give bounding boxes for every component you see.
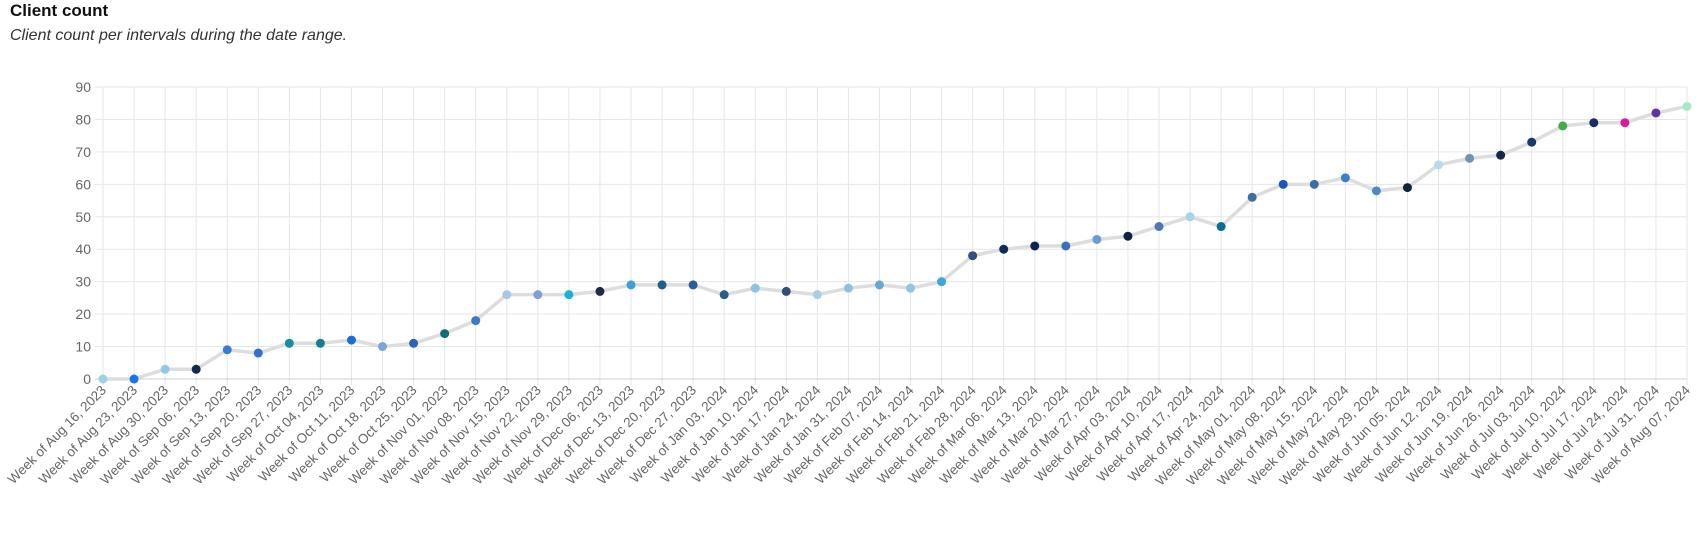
data-point[interactable]	[906, 283, 916, 293]
y-tick-label: 80	[75, 111, 91, 127]
data-point[interactable]	[1651, 108, 1661, 118]
data-point[interactable]	[440, 329, 450, 339]
y-tick-label: 0	[83, 371, 91, 387]
y-tick-label: 40	[75, 241, 91, 257]
data-point[interactable]	[409, 338, 419, 348]
data-point[interactable]	[98, 374, 108, 384]
data-point[interactable]	[378, 342, 388, 352]
y-tick-label: 10	[75, 339, 91, 355]
data-point[interactable]	[222, 345, 232, 355]
vertical-gridlines	[102, 87, 1688, 385]
data-point[interactable]	[1620, 118, 1630, 128]
data-point[interactable]	[968, 251, 978, 261]
chart-title: Client count	[10, 1, 109, 20]
data-point[interactable]	[502, 290, 512, 300]
data-point[interactable]	[160, 364, 170, 374]
data-point[interactable]	[874, 280, 884, 290]
horizontal-gridlines	[95, 86, 1687, 380]
y-tick-label: 20	[75, 306, 91, 322]
data-point[interactable]	[1434, 160, 1444, 170]
y-axis-tick-labels: 0 10 20 30 40 50 60 70 80 90	[75, 79, 91, 387]
data-point[interactable]	[1061, 241, 1071, 251]
data-point[interactable]	[564, 290, 574, 300]
chart-header: Client count Client count per intervals …	[10, 0, 347, 48]
y-tick-label: 60	[75, 176, 91, 192]
data-point[interactable]	[719, 290, 729, 300]
data-point[interactable]	[253, 348, 263, 358]
data-point[interactable]	[1123, 231, 1133, 241]
data-point[interactable]	[191, 364, 201, 374]
data-point[interactable]	[1682, 101, 1692, 111]
data-point[interactable]	[843, 283, 853, 293]
data-point[interactable]	[471, 316, 481, 326]
data-point[interactable]	[1527, 137, 1537, 147]
data-point[interactable]	[1030, 241, 1040, 251]
data-point[interactable]	[999, 244, 1009, 254]
y-tick-label: 70	[75, 144, 91, 160]
data-point[interactable]	[533, 290, 543, 300]
data-point[interactable]	[1558, 121, 1568, 131]
data-point[interactable]	[750, 283, 760, 293]
data-point[interactable]	[284, 338, 294, 348]
data-point[interactable]	[1340, 173, 1350, 183]
data-point[interactable]	[1589, 118, 1599, 128]
data-point[interactable]	[315, 338, 325, 348]
data-point[interactable]	[1154, 222, 1164, 232]
chart-subtitle: Client count per intervals during the da…	[10, 27, 348, 44]
data-point[interactable]	[626, 280, 636, 290]
data-point[interactable]	[1216, 222, 1226, 232]
data-point[interactable]	[1496, 150, 1506, 160]
data-point[interactable]	[1278, 179, 1288, 189]
data-point[interactable]	[1402, 183, 1412, 193]
series-line	[103, 104, 1688, 381]
data-point[interactable]	[812, 290, 822, 300]
y-tick-label: 90	[75, 79, 91, 95]
data-point[interactable]	[688, 280, 698, 290]
data-point[interactable]	[129, 374, 139, 384]
data-point[interactable]	[1371, 186, 1381, 196]
data-point[interactable]	[657, 280, 667, 290]
data-point[interactable]	[346, 335, 356, 345]
data-point[interactable]	[1092, 234, 1102, 244]
data-point[interactable]	[595, 286, 605, 296]
data-point[interactable]	[1185, 212, 1195, 222]
data-point[interactable]	[1247, 192, 1257, 202]
client-count-series	[98, 101, 1692, 384]
data-point[interactable]	[937, 277, 947, 287]
y-tick-label: 30	[75, 274, 91, 290]
data-point[interactable]	[781, 286, 791, 296]
data-point[interactable]	[1309, 179, 1319, 189]
data-point[interactable]	[1465, 153, 1475, 163]
y-tick-label: 50	[75, 209, 91, 225]
